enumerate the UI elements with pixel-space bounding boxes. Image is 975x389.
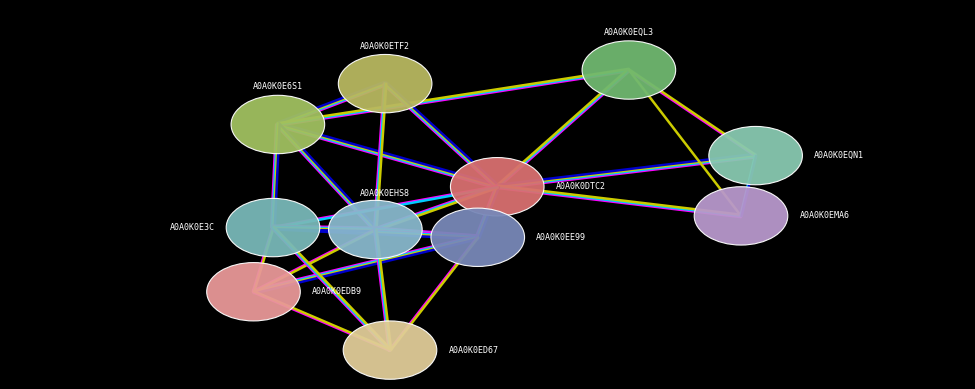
- Ellipse shape: [329, 200, 422, 259]
- Text: A0A0K0EQL3: A0A0K0EQL3: [604, 28, 654, 37]
- Ellipse shape: [450, 158, 544, 216]
- Ellipse shape: [709, 126, 802, 185]
- Text: A0A0K0ED67: A0A0K0ED67: [448, 345, 498, 355]
- Text: A0A0K0EDB9: A0A0K0EDB9: [312, 287, 362, 296]
- Ellipse shape: [343, 321, 437, 379]
- Ellipse shape: [231, 95, 325, 154]
- Text: A0A0K0EE99: A0A0K0EE99: [536, 233, 586, 242]
- Text: A0A0K0ETF2: A0A0K0ETF2: [360, 42, 410, 51]
- Text: A0A0K0EQN1: A0A0K0EQN1: [814, 151, 864, 160]
- Text: A0A0K0E6S1: A0A0K0E6S1: [253, 82, 303, 91]
- Text: A0A0K0E3C: A0A0K0E3C: [170, 223, 214, 232]
- Text: A0A0K0DTC2: A0A0K0DTC2: [556, 182, 605, 191]
- Ellipse shape: [226, 198, 320, 257]
- Ellipse shape: [694, 187, 788, 245]
- Text: A0A0K0EHS8: A0A0K0EHS8: [360, 189, 410, 198]
- Ellipse shape: [431, 208, 525, 266]
- Ellipse shape: [582, 41, 676, 99]
- Text: A0A0K0EMA6: A0A0K0EMA6: [800, 211, 849, 221]
- Ellipse shape: [207, 263, 300, 321]
- Ellipse shape: [338, 54, 432, 113]
